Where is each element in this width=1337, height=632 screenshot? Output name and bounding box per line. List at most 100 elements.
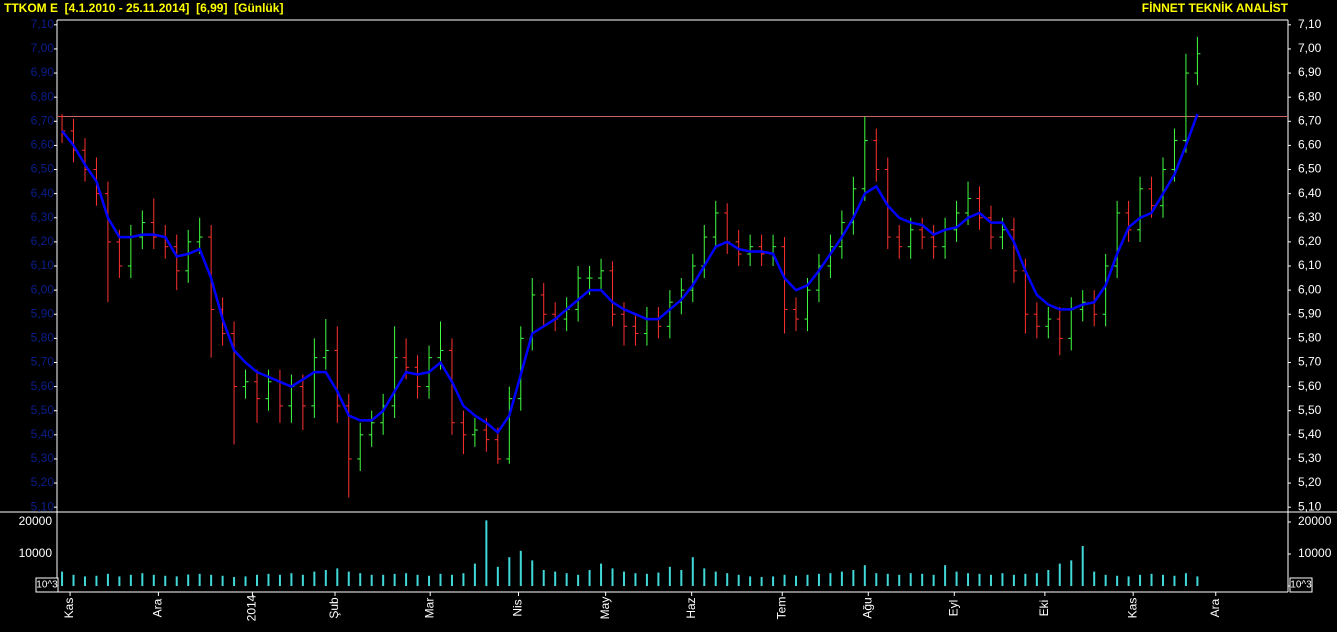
y-tick-label: 5,60 [1298, 379, 1322, 393]
volume-bar [531, 560, 534, 586]
volume-bar [187, 574, 190, 586]
volume-bar [622, 571, 625, 586]
volume-bar [508, 557, 511, 586]
volume-bar [691, 557, 694, 586]
volume-bar [1116, 575, 1119, 586]
y-tick-label: 20000 [1298, 514, 1332, 528]
volume-bar [1035, 573, 1038, 586]
volume-bar [164, 575, 167, 586]
x-tick-label: Eki [1037, 600, 1051, 617]
y-tick-label: 5,30 [31, 451, 55, 465]
y-tick-label: 7,10 [31, 17, 55, 31]
volume-bar [921, 573, 924, 586]
volume-bar [955, 571, 958, 586]
volume-bar [95, 575, 98, 586]
y-tick-label: 20000 [19, 514, 53, 528]
y-tick-label: 10000 [1298, 546, 1332, 560]
volume-bar [817, 573, 820, 586]
volume-bar [1058, 563, 1061, 586]
y-tick-label: 6,40 [31, 186, 55, 200]
y-tick-label: 5,40 [1298, 427, 1322, 441]
y-tick-label: 6,50 [31, 162, 55, 176]
volume-bar [932, 574, 935, 586]
volume-bar [737, 574, 740, 586]
source-label: FİNNET TEKNİK ANALİST [1142, 0, 1289, 15]
y-tick-label: 6,20 [1298, 234, 1322, 248]
volume-bar [806, 574, 809, 586]
volume-bar [278, 574, 281, 586]
volume-bar [198, 573, 201, 586]
volume-bar [1012, 574, 1015, 586]
y-tick-label: 6,40 [1298, 186, 1322, 200]
x-tick-label: Ara [151, 598, 165, 617]
volume-bar [473, 563, 476, 586]
volume-bar [221, 575, 224, 586]
volume-bar [450, 574, 453, 586]
volume-bar [405, 573, 408, 586]
volume-bar [301, 574, 304, 586]
volume-bar [233, 577, 236, 586]
volume-bar [886, 573, 889, 586]
y-tick-label: 6,00 [31, 282, 55, 296]
y-tick-label: 5,10 [31, 499, 55, 513]
volume-bar [1070, 560, 1073, 586]
y-tick-label: 5,50 [31, 403, 55, 417]
y-tick-label: 5,60 [31, 379, 55, 393]
volume-bar [611, 568, 614, 586]
volume-bar [680, 570, 683, 586]
y-tick-label: 5,70 [1298, 355, 1322, 369]
volume-bar [519, 550, 522, 586]
volume-bar [416, 574, 419, 586]
y-tick-label: 5,50 [1298, 403, 1322, 417]
volume-bar [267, 573, 270, 586]
volume-bar [1047, 570, 1050, 586]
volume-bar [1001, 573, 1004, 586]
volume-bar [393, 573, 396, 586]
x-tick-label: Haz [684, 597, 698, 618]
volume-bar [634, 573, 637, 586]
moving-average [61, 113, 1199, 435]
y-tick-label: 10000 [19, 546, 53, 560]
volume-bar [370, 574, 373, 586]
y-tick-label: 6,80 [31, 89, 55, 103]
volume-bar [795, 575, 798, 586]
volume-bar [485, 520, 488, 586]
volume-bar [760, 577, 763, 586]
y-tick-label: 6,60 [31, 138, 55, 152]
volume-bar [542, 570, 545, 586]
x-tick-label: Kas [1125, 598, 1139, 619]
y-tick-label: 6,90 [31, 65, 55, 79]
volume-bar [588, 570, 591, 586]
y-tick-label: 6,30 [1298, 210, 1322, 224]
volume-bar [863, 565, 866, 586]
volume-bar [290, 573, 293, 586]
volume-bar [1093, 571, 1096, 586]
volume-bar [72, 574, 75, 586]
x-tick-label: Tem [774, 597, 788, 620]
volume-bar [83, 576, 86, 586]
volume-bar [313, 571, 316, 586]
y-tick-label: 5,30 [1298, 451, 1322, 465]
y-tick-label: 6,90 [1298, 65, 1322, 79]
volume-bar [783, 574, 786, 586]
volume-bar [577, 574, 580, 586]
volume-bar [347, 571, 350, 586]
volume-bar [840, 571, 843, 586]
y-tick-label: 5,80 [1298, 331, 1322, 345]
volume-bar [1161, 574, 1164, 586]
y-tick-label: 6,00 [1298, 282, 1322, 296]
volume-bar [1173, 575, 1176, 586]
volume-bar [600, 563, 603, 586]
volume-bar [1081, 546, 1084, 586]
volume-bar [210, 574, 213, 586]
y-tick-label: 5,90 [1298, 306, 1322, 320]
volume-bar [657, 572, 660, 586]
volume-bar [898, 574, 901, 586]
volume-bar [428, 575, 431, 586]
x-tick-label: Ara [1208, 598, 1222, 617]
volume-bar [726, 573, 729, 586]
volume-bar [359, 573, 362, 586]
y-tick-label: 5,20 [31, 475, 55, 489]
